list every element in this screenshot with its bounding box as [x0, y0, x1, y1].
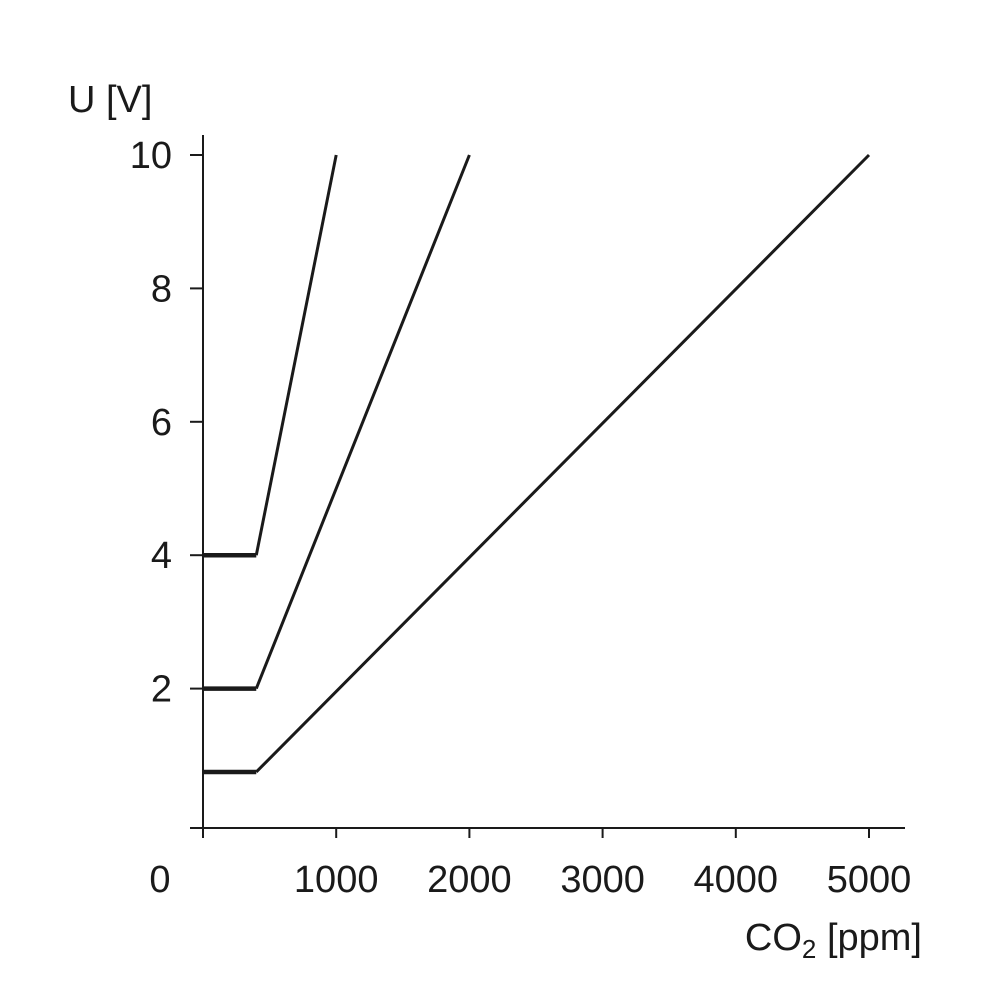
y-axis-label: U [V] — [68, 79, 152, 121]
tick-labels: 0 1000 2000 3000 4000 5000 2 4 6 8 10 — [130, 135, 912, 901]
y-tick-label: 10 — [130, 135, 172, 177]
y-tick-label: 4 — [151, 535, 172, 577]
x-tick-label: 1000 — [294, 859, 379, 901]
series-1-line — [254, 154, 338, 556]
y-tick-label: 2 — [151, 669, 172, 711]
axes — [190, 135, 905, 829]
x-tick-label: 0 — [149, 859, 170, 901]
x-axis-label: CO2 [ppm] — [745, 917, 922, 964]
y-tick-label: 8 — [151, 268, 172, 310]
y-tick-label: 6 — [151, 402, 172, 444]
series-3-line — [255, 153, 871, 774]
x-tick-label: 5000 — [827, 859, 912, 901]
x-tick-label: 3000 — [560, 859, 645, 901]
series-group — [203, 153, 871, 775]
x-tick-label: 4000 — [694, 859, 779, 901]
x-tick-label: 2000 — [427, 859, 512, 901]
series-2-line — [254, 154, 471, 690]
ticks — [190, 154, 870, 838]
